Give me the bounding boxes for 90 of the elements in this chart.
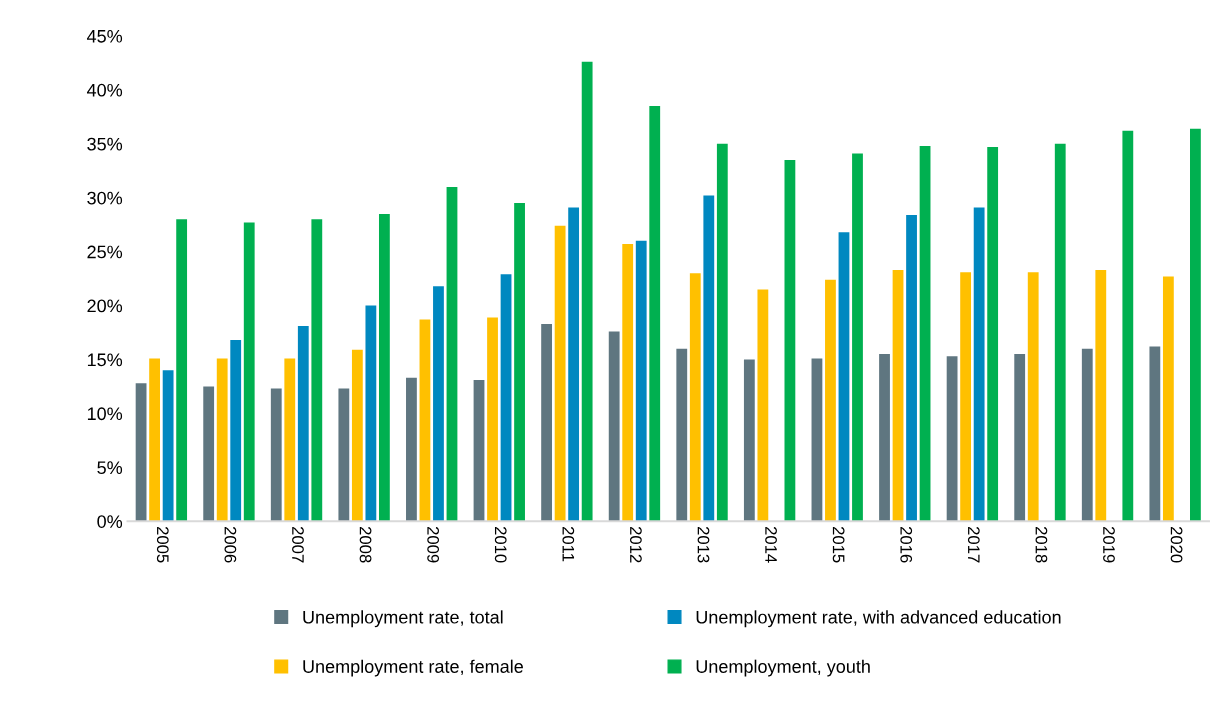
bar <box>378 213 390 522</box>
bar <box>1095 269 1107 522</box>
bar <box>541 323 552 522</box>
bar <box>149 358 161 522</box>
y-tick-label: 20% <box>87 299 123 313</box>
y-tick-label: 0% <box>97 515 123 528</box>
bar <box>338 388 350 522</box>
bar <box>635 240 647 522</box>
x-tick-label: 2014 <box>765 526 777 563</box>
bar <box>757 289 769 522</box>
y-tick-label: 40% <box>86 83 123 97</box>
bar <box>297 326 309 522</box>
bar <box>703 195 715 522</box>
bar <box>784 159 796 522</box>
x-tick-label: 2012 <box>629 526 642 563</box>
bar <box>216 358 228 522</box>
bar <box>622 244 634 522</box>
legend-label: Unemployment rate, female <box>303 659 523 677</box>
bar <box>608 331 620 522</box>
bar <box>406 377 417 522</box>
y-tick-label: 45% <box>86 29 123 43</box>
x-tick-label: 2019 <box>1103 526 1115 563</box>
bar <box>919 145 931 522</box>
x-tick-label: 2008 <box>359 526 372 563</box>
bar <box>1054 143 1066 522</box>
bar <box>554 225 566 522</box>
bar <box>446 186 458 522</box>
bar <box>1149 346 1161 522</box>
bar <box>311 219 323 522</box>
bar <box>162 370 174 522</box>
bar <box>473 379 485 522</box>
y-tick-label: 35% <box>87 137 123 151</box>
bar <box>135 383 147 522</box>
bar <box>946 356 958 522</box>
bar <box>365 305 377 522</box>
bar <box>1081 348 1093 522</box>
x-tick-label: 2017 <box>967 526 980 563</box>
bar <box>1122 130 1134 522</box>
bar <box>676 348 688 522</box>
bar <box>960 272 972 522</box>
bar <box>581 61 593 522</box>
x-tick-label: 2020 <box>1170 526 1183 563</box>
bar <box>973 207 985 522</box>
bar <box>203 386 215 522</box>
bar <box>500 274 512 522</box>
x-tick-label: 2015 <box>832 526 845 563</box>
bar <box>270 388 282 522</box>
bar <box>649 106 661 522</box>
bar <box>351 349 363 522</box>
y-tick-label: 5% <box>97 461 123 475</box>
y-tick-label: 30% <box>87 191 123 205</box>
y-tick-label: 10% <box>87 407 123 421</box>
x-tick-label: 2010 <box>494 526 507 563</box>
bar <box>487 317 498 522</box>
bar <box>716 143 728 522</box>
legend-label: Unemployment rate, with advanced education <box>696 610 1061 628</box>
bar <box>230 340 242 522</box>
x-tick-label: 2007 <box>292 526 304 563</box>
bar <box>838 232 850 522</box>
bar <box>811 358 823 522</box>
x-tick-label: 2011 <box>562 526 575 562</box>
y-tick-label: 15% <box>87 353 123 367</box>
bar <box>514 203 525 522</box>
bar <box>1162 276 1174 522</box>
bar <box>433 286 444 522</box>
bar <box>689 273 701 522</box>
y-tick-label: 25% <box>87 245 123 259</box>
x-tick-label: 2016 <box>900 526 913 563</box>
bar <box>879 354 890 522</box>
bar <box>419 319 431 522</box>
legend-label: Unemployment rate, total <box>303 610 503 628</box>
x-tick-label: 2018 <box>1035 526 1048 563</box>
bar <box>1027 272 1039 522</box>
bar <box>906 214 917 522</box>
x-tick-label: 2006 <box>224 526 237 563</box>
bar <box>825 279 836 522</box>
x-tick-label: 2009 <box>427 526 440 563</box>
bar <box>243 222 255 522</box>
bar <box>284 358 296 522</box>
bar <box>568 207 580 522</box>
bar <box>176 219 188 522</box>
bar <box>1014 354 1026 522</box>
bar <box>852 153 863 522</box>
legend-label: Unemployment, youth <box>696 659 870 677</box>
x-tick-label: 2005 <box>156 526 169 563</box>
bar <box>743 359 755 522</box>
bar <box>892 269 904 522</box>
x-tick-label: 2013 <box>697 526 710 563</box>
bar <box>987 147 999 522</box>
bar <box>1190 128 1201 522</box>
